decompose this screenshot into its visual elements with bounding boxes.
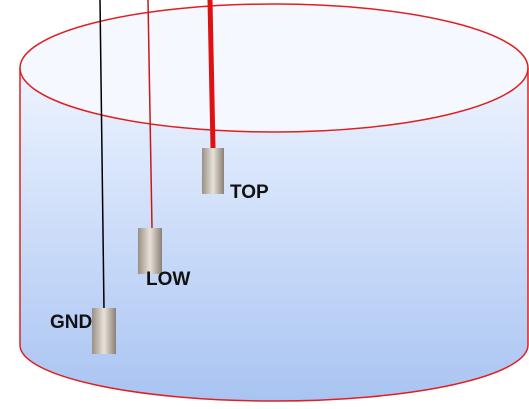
top-label: TOP (230, 182, 269, 203)
gnd-label: GND (50, 312, 92, 333)
top-wire (210, 0, 213, 148)
tank-diagram: TOP LOW GND (0, 0, 529, 409)
top-probe (202, 148, 224, 194)
low-label: LOW (146, 269, 190, 290)
tank-top (20, 4, 528, 132)
gnd-probe (92, 308, 116, 354)
low-probe (138, 228, 162, 274)
